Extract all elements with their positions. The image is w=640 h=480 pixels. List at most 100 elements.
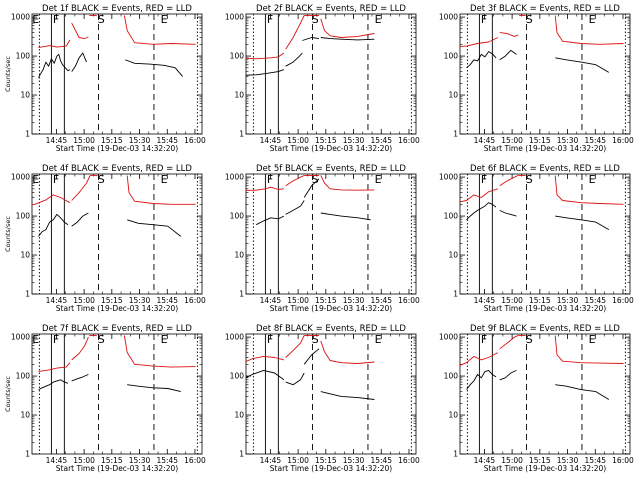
interval-marker-label: E <box>375 13 382 26</box>
y-tick-label: 1 <box>239 290 244 299</box>
x-tick-label: 15:00 <box>287 296 309 305</box>
x-axis-label: Start Time (19-Dec-03 14:32:20) <box>270 464 392 473</box>
x-tick-label: 16:00 <box>184 456 206 465</box>
lld-rate-line <box>246 52 285 60</box>
x-tick-label: 14:45 <box>474 456 496 465</box>
event-rate-line <box>71 52 87 72</box>
x-tick-label: 15:15 <box>101 456 123 465</box>
lld-rate-line <box>554 15 624 45</box>
event-rate-line <box>285 52 303 67</box>
lld-rate-line <box>460 352 499 366</box>
lld-rate-line <box>285 175 305 187</box>
detector-panel-5: Det 5f BLACK = Events, RED = LLD 1 10 100 10… <box>225 164 420 313</box>
x-tick-label: 15:45 <box>584 296 606 305</box>
panel-title: Det 5f BLACK = Events, RED = LLD <box>256 164 406 174</box>
x-axis-label: Start Time (19-Dec-03 14:32:20) <box>56 304 178 313</box>
x-tick-label: 15:30 <box>557 296 579 305</box>
y-tick-label: 10 <box>20 251 30 260</box>
x-tick-label: 14:45 <box>474 296 496 305</box>
x-tick-label: 16:00 <box>612 136 634 145</box>
lld-rate-line <box>320 18 375 38</box>
panel-title: Det 3f BLACK = Events, RED = LLD <box>470 4 620 14</box>
lld-rate-line <box>126 175 196 205</box>
detector-panel-8: Det 8f BLACK = Events, RED = LLD 1 10 100 10… <box>225 324 420 473</box>
event-rate-line <box>499 49 517 61</box>
y-tick-label: 10 <box>448 411 458 420</box>
lld-rate-line <box>460 37 499 47</box>
event-rate-line <box>303 348 320 365</box>
interval-marker-label: S <box>98 13 105 26</box>
y-tick-label: 1 <box>239 130 244 139</box>
x-tick-label: 16:00 <box>398 136 420 145</box>
detector-panel-3: Det 3f BLACK = Events, RED = LLD 1 10 100 10… <box>439 4 634 153</box>
detector-panel-9: Det 9f BLACK = Events, RED = LLD 1 10 100 10… <box>439 324 634 473</box>
event-rate-line <box>466 51 497 69</box>
x-tick-label: 15:00 <box>73 296 95 305</box>
interval-marker-label: E <box>161 173 168 186</box>
lld-rate-line <box>38 39 71 49</box>
y-tick-label: 1 <box>25 130 30 139</box>
x-tick-label: 15:00 <box>501 136 523 145</box>
detector-panel-4: Det 4f BLACK = Events, RED = LLD 1 10 100 10… <box>4 164 206 313</box>
x-tick-label: 15:45 <box>156 456 178 465</box>
event-rate-line <box>38 213 69 237</box>
x-tick-label: 15:00 <box>287 456 309 465</box>
y-tick-label: 10 <box>234 251 244 260</box>
x-tick-label: 14:45 <box>260 296 282 305</box>
interval-marker-label: E <box>161 333 168 346</box>
y-tick-label: 1 <box>25 450 30 459</box>
interval-marker-label: E <box>161 13 168 26</box>
lld-rate-line <box>320 175 375 191</box>
plot-frame <box>459 13 631 135</box>
x-tick-label: 14:45 <box>260 136 282 145</box>
y-tick-label: 10 <box>20 91 30 100</box>
detector-panel-1: Det 1f BLACK = Events, RED = LLD 1 10 100 10… <box>4 4 206 153</box>
x-tick-label: 15:30 <box>557 136 579 145</box>
panel-title: Det 4f BLACK = Events, RED = LLD <box>42 164 192 174</box>
x-tick-label: 15:00 <box>73 456 95 465</box>
x-tick-label: 16:00 <box>398 296 420 305</box>
y-tick-label: 100 <box>16 372 31 381</box>
y-tick-label: 1000 <box>439 173 458 182</box>
lld-rate-line <box>123 335 196 368</box>
interval-marker-label: S <box>98 173 105 186</box>
x-tick-label: 15:00 <box>501 456 523 465</box>
event-rate-line <box>38 53 71 78</box>
panel-title: Det 9f BLACK = Events, RED = LLD <box>470 324 620 334</box>
event-rate-line <box>127 384 181 393</box>
lld-rate-line <box>499 175 519 187</box>
interval-marker-label: S <box>526 13 533 26</box>
y-tick-label: 100 <box>444 212 459 221</box>
x-tick-label: 14:45 <box>46 136 68 145</box>
plot-frame <box>459 333 631 455</box>
lld-rate-line <box>554 175 624 205</box>
x-tick-label: 15:30 <box>129 296 151 305</box>
interval-marker-label: E <box>375 333 382 346</box>
panel-title: Det 8f BLACK = Events, RED = LLD <box>256 324 406 334</box>
interval-marker-label: E <box>375 173 382 186</box>
event-rate-line <box>320 391 375 400</box>
event-rate-line <box>71 212 89 227</box>
x-axis-label: Start Time (19-Dec-03 14:32:20) <box>484 464 606 473</box>
x-tick-label: 16:00 <box>184 296 206 305</box>
interval-marker-label: F <box>267 13 273 26</box>
event-rate-line <box>499 369 517 381</box>
x-tick-label: 14:45 <box>260 456 282 465</box>
interval-marker-label: E <box>32 13 39 26</box>
y-tick-label: 1 <box>453 130 458 139</box>
x-tick-label: 15:15 <box>529 136 551 145</box>
lld-rate-line <box>320 340 375 364</box>
x-tick-label: 14:45 <box>46 296 68 305</box>
y-axis-label: Counts/sec <box>4 216 12 252</box>
x-tick-label: 15:30 <box>343 136 365 145</box>
y-tick-label: 100 <box>444 372 459 381</box>
event-rate-line <box>246 69 285 76</box>
y-axis-label: Counts/sec <box>4 376 12 412</box>
event-rate-line <box>320 37 375 41</box>
x-axis-label: Start Time (19-Dec-03 14:32:20) <box>270 304 392 313</box>
detector-panel-2: Det 2f BLACK = Events, RED = LLD 1 10 100 10… <box>225 4 420 153</box>
x-axis-label: Start Time (19-Dec-03 14:32:20) <box>484 304 606 313</box>
y-tick-label: 1000 <box>11 333 30 342</box>
lld-rate-line <box>123 15 196 45</box>
